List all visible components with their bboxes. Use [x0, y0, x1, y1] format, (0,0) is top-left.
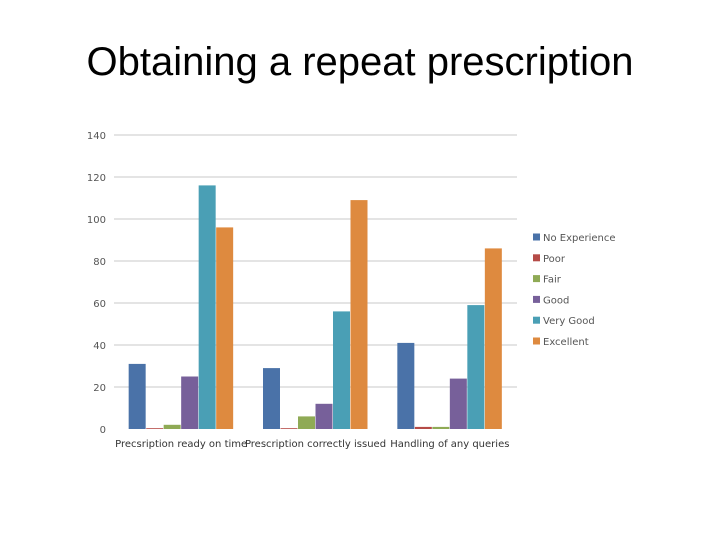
y-tick-label: 120 [87, 173, 106, 184]
legend-swatch [533, 295, 540, 303]
x-category-label: Handling of any queries [390, 439, 509, 450]
bar [298, 416, 315, 429]
legend: No Experience Poor Fair Good Very Good Excell… [533, 233, 616, 348]
bar [280, 428, 298, 429]
x-category-label: Prescription correctly issued [245, 439, 386, 450]
x-category-label: Precsription ready on time [115, 439, 247, 450]
y-tick-label: 100 [87, 215, 106, 226]
gridlines [114, 134, 517, 388]
bar [397, 342, 415, 429]
legend-swatch [533, 337, 540, 345]
bar [467, 305, 485, 429]
legend-swatch [533, 254, 540, 262]
y-tick-label: 0 [100, 425, 106, 436]
bar [315, 403, 333, 429]
legend-label: Poor [543, 254, 566, 265]
legend-label: Fair [543, 275, 562, 286]
bar [449, 378, 467, 429]
legend-label: Good [543, 295, 569, 306]
y-tick-label: 40 [93, 341, 106, 352]
y-axis-ticks: 0 20 40 60 80 100 120 140 [87, 131, 106, 436]
bar [216, 227, 234, 429]
legend-label: No Experience [543, 233, 616, 244]
bar [484, 248, 502, 429]
legend-swatch [533, 316, 540, 324]
y-tick-label: 80 [93, 257, 106, 268]
bar [163, 424, 181, 429]
y-tick-label: 140 [87, 131, 106, 142]
bar [414, 426, 432, 429]
legend-label: Very Good [543, 316, 595, 327]
bar [128, 363, 146, 429]
legend-swatch [533, 233, 540, 241]
y-tick-label: 60 [93, 299, 106, 310]
bar [146, 428, 164, 429]
bar [198, 185, 216, 429]
legend-swatch [533, 275, 540, 283]
bar [181, 376, 199, 429]
bar [333, 311, 350, 429]
bars [128, 185, 502, 429]
bar [432, 426, 450, 429]
bar [350, 200, 368, 429]
slide-title: Obtaining a repeat prescription [86, 40, 634, 84]
legend-label: Excellent [543, 337, 589, 348]
bar [263, 368, 280, 429]
y-tick-label: 20 [93, 383, 106, 394]
